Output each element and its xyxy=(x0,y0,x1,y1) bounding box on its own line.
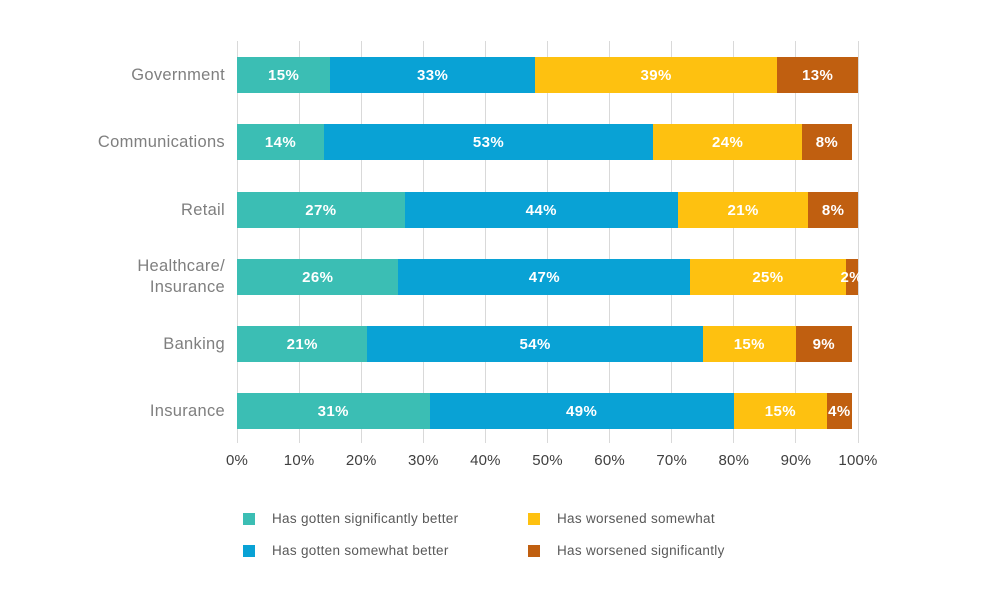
bar-value-label: 21% xyxy=(286,335,318,353)
bar-value-label: 27% xyxy=(305,201,337,219)
legend-swatch xyxy=(528,544,540,557)
bar-segment-series-2: 49% xyxy=(429,393,734,429)
plot-area: 15% 33% 39% 13% 14% 53% 24% 8% 27% 44% 21% 8% 26% 47%… xyxy=(236,41,863,443)
legend-label: Has gotten somewhat better xyxy=(272,543,449,558)
bar-segment-series-3: 39% xyxy=(535,57,778,93)
category-label: Retail xyxy=(181,200,225,219)
bar-value-label: 49% xyxy=(566,402,598,420)
bar-value-label: 53% xyxy=(472,133,505,151)
x-axis: 0% 10% 20% 30% 40% 50% 60% 70% 80% 90% 100% xyxy=(226,452,877,474)
bar-segment-series-1: 26% xyxy=(237,259,399,295)
bar-value-label: 8% xyxy=(815,133,839,151)
bar-segment-series-4: 4% xyxy=(826,393,852,429)
bar-segment-series-2: 33% xyxy=(330,57,536,93)
x-axis-tick-label: 100% xyxy=(838,452,878,469)
category-label: Government xyxy=(131,65,225,84)
bar-value-label: 4% xyxy=(828,402,851,420)
bar-value-label: 39% xyxy=(640,66,672,84)
legend-item: Has worsened somewhat xyxy=(528,511,715,526)
bar-value-label: 47% xyxy=(528,268,560,286)
gridline xyxy=(360,41,362,443)
x-axis-tick-label: 0% xyxy=(225,452,249,469)
gridline xyxy=(547,41,548,443)
bar-segment-series-3: 25% xyxy=(690,259,846,295)
x-axis-tick-label: 80% xyxy=(718,452,750,469)
category-label: Insurance xyxy=(149,401,225,420)
legend-label: Has worsened somewhat xyxy=(557,511,715,526)
bar-row: 27% 44% 21% 8% xyxy=(237,192,858,228)
bar-value-label: 33% xyxy=(416,66,449,84)
bar-segment-series-1: 27% xyxy=(237,192,405,228)
x-axis-tick-label: 40% xyxy=(470,452,501,469)
x-axis-tick-label: 50% xyxy=(532,452,563,469)
x-axis-tick-label: 30% xyxy=(407,452,439,469)
gridline xyxy=(236,41,238,443)
bar-segment-series-3: 15% xyxy=(733,393,827,429)
bar-segment-series-3: 24% xyxy=(653,124,803,160)
bar-row: 21% 54% 15% 9% xyxy=(237,326,858,362)
x-axis-tick-label: 70% xyxy=(656,452,687,469)
bar-segment-series-3: 15% xyxy=(702,326,796,362)
gridline xyxy=(298,41,300,443)
gridline xyxy=(671,41,673,443)
bar-value-label: 9% xyxy=(812,335,836,353)
legend-item: Has gotten somewhat better xyxy=(243,543,449,558)
bar-segment-series-4: 9% xyxy=(795,326,852,362)
legend-item: Has worsened significantly xyxy=(528,543,725,558)
bar-value-label: 8% xyxy=(821,201,845,219)
bar-value-label: 31% xyxy=(317,402,349,420)
bar-value-label: 14% xyxy=(264,133,297,151)
bar-value-label: 2% xyxy=(840,268,864,286)
bar-segment-series-1: 15% xyxy=(237,57,331,93)
bar-row: 31% 49% 15% 4% xyxy=(237,393,858,429)
bar-segment-series-4: 13% xyxy=(777,57,858,93)
bar-value-label: 21% xyxy=(727,201,759,219)
bar-value-label: 15% xyxy=(764,402,796,420)
bar-value-label: 13% xyxy=(801,66,834,84)
gridline xyxy=(795,41,797,443)
gridline xyxy=(609,41,611,443)
bar-row: 15% 33% 39% 13% xyxy=(237,57,858,93)
legend-swatch xyxy=(243,544,255,557)
legend-swatch xyxy=(243,512,255,525)
gridline xyxy=(857,41,859,443)
bar-value-label: 44% xyxy=(525,201,557,219)
gridline xyxy=(422,41,424,443)
legend-label: Has worsened significantly xyxy=(557,543,725,558)
x-axis-tick-label: 60% xyxy=(594,452,625,469)
bar-segment-series-2: 44% xyxy=(404,192,678,228)
bar-segment-series-4: 8% xyxy=(802,124,852,160)
bar-segment-series-1: 14% xyxy=(237,124,324,160)
bar-segment-series-4: 8% xyxy=(808,192,858,228)
bar-segment-series-3: 21% xyxy=(677,192,809,228)
bar-row: 14% 53% 24% 8% xyxy=(237,124,858,160)
bar-value-label: 26% xyxy=(302,268,334,286)
category-label: Communications xyxy=(97,132,225,151)
bar-segment-series-2: 54% xyxy=(367,326,703,362)
bar-segment-series-2: 53% xyxy=(323,124,654,160)
bar-value-label: 15% xyxy=(267,66,300,84)
bar-value-label: 54% xyxy=(519,335,551,353)
x-axis-tick-label: 90% xyxy=(780,452,812,469)
bar-value-label: 24% xyxy=(711,133,744,151)
x-axis-tick-label: 10% xyxy=(283,452,315,469)
legend-swatch xyxy=(528,512,540,525)
bar-value-label: 15% xyxy=(733,335,765,353)
bar-row: 26% 47% 25% 2% xyxy=(237,259,863,295)
bar-value-label: 25% xyxy=(752,268,784,286)
legend-item: Has gotten significantly better xyxy=(243,511,458,526)
gridline xyxy=(484,41,486,443)
x-axis-tick-label: 20% xyxy=(345,452,377,469)
gridline xyxy=(733,41,735,443)
bar-segment-series-4: 2% xyxy=(841,259,863,295)
bar-segment-series-1: 31% xyxy=(237,393,430,429)
category-label: Healthcare/ Insurance xyxy=(137,257,225,296)
bar-segment-series-2: 47% xyxy=(398,259,691,295)
category-label: Banking xyxy=(163,334,225,353)
bar-segment-series-1: 21% xyxy=(237,326,368,362)
legend-label: Has gotten significantly better xyxy=(272,511,459,526)
